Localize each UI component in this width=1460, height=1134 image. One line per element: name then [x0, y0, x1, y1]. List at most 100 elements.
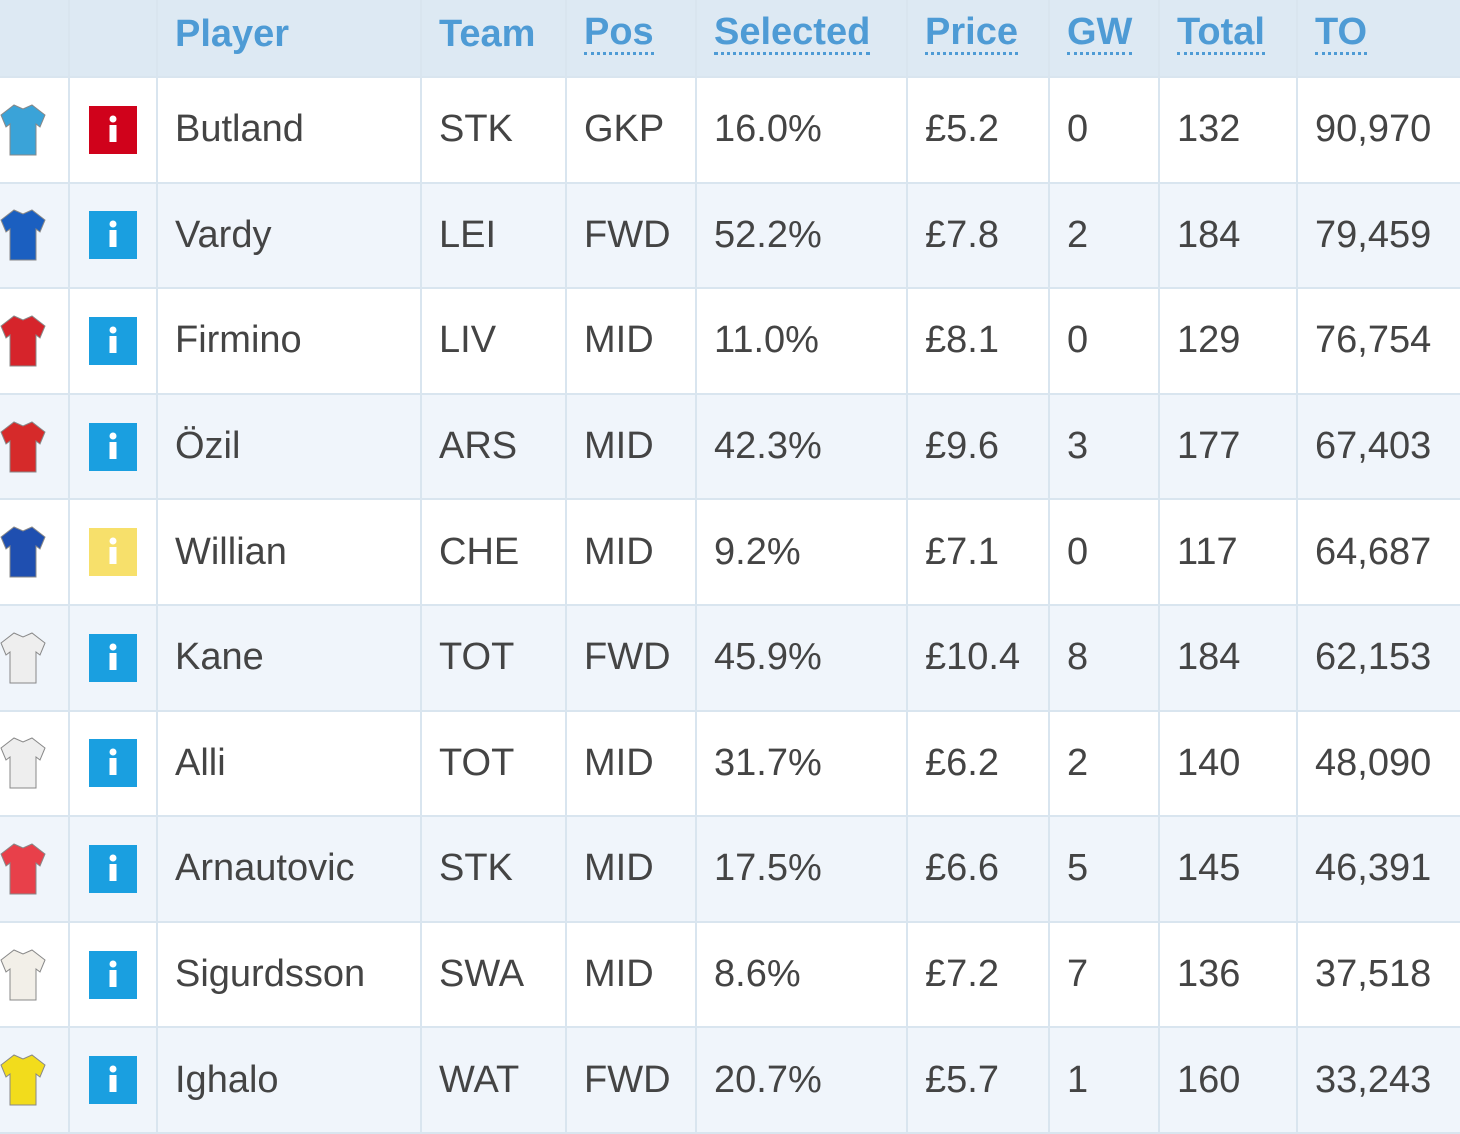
table-cell: ARS: [422, 394, 567, 501]
column-header[interactable]: Total: [1177, 12, 1265, 56]
shirt-shape: [0, 526, 46, 578]
table-cell: 129: [1160, 289, 1298, 395]
table-cell: 140: [1160, 711, 1298, 818]
header-cell[interactable]: TO: [1298, 0, 1460, 78]
info-icon[interactable]: [89, 633, 137, 682]
table-cell: £7.8: [908, 183, 1050, 290]
info-cell: [70, 711, 158, 818]
info-stem: [109, 441, 117, 459]
column-header[interactable]: Selected: [714, 12, 871, 56]
table-cell: 2: [1050, 183, 1160, 290]
shirt-cell: [0, 1028, 70, 1134]
info-cell: [70, 1028, 158, 1134]
table-cell[interactable]: Firmino: [158, 289, 422, 395]
info-stem: [109, 863, 117, 881]
team-shirt: [0, 421, 46, 473]
info-dot: [109, 220, 117, 228]
table-cell: FWD: [567, 1028, 697, 1134]
table-cell: MID: [567, 817, 697, 923]
table-cell[interactable]: Ighalo: [158, 1028, 422, 1134]
info-stem: [109, 969, 117, 987]
table-cell[interactable]: Özil: [158, 394, 422, 501]
shirt-shape: [0, 209, 46, 261]
table-cell: 20.7%: [697, 1028, 908, 1134]
table-cell: CHE: [422, 500, 567, 606]
shirt-shape: [0, 632, 46, 684]
table-cell: TOT: [422, 711, 567, 818]
table-cell: 37,518: [1298, 922, 1460, 1029]
shirt-shape: [0, 315, 46, 367]
info-icon[interactable]: [89, 316, 137, 365]
info-dot: [109, 854, 117, 862]
table-cell: 0: [1050, 500, 1160, 606]
table-cell: 8.6%: [697, 922, 908, 1029]
table-cell: £6.6: [908, 817, 1050, 923]
info-cell: [70, 500, 158, 606]
table-cell[interactable]: Vardy: [158, 183, 422, 290]
header-cell[interactable]: GW: [1050, 0, 1160, 78]
info-dot: [109, 1065, 117, 1073]
column-header[interactable]: GW: [1067, 12, 1133, 56]
table-cell[interactable]: Sigurdsson: [158, 922, 422, 1029]
header-cell[interactable]: Pos: [567, 0, 697, 78]
table-cell: 16.0%: [697, 78, 908, 184]
table-cell: £7.1: [908, 500, 1050, 606]
table-cell: 11.0%: [697, 289, 908, 395]
header-cell: [0, 0, 70, 78]
table-cell[interactable]: Arnautovic: [158, 817, 422, 923]
table-cell: 177: [1160, 394, 1298, 501]
info-icon[interactable]: [89, 528, 137, 577]
info-icon[interactable]: [89, 1056, 137, 1105]
info-icon[interactable]: [89, 844, 137, 893]
table-cell[interactable]: Willian: [158, 500, 422, 606]
shirt-cell: [0, 711, 70, 818]
header-cell[interactable]: Total: [1160, 0, 1298, 78]
table-cell: 17.5%: [697, 817, 908, 923]
team-shirt: [0, 315, 46, 367]
shirt-shape: [0, 421, 46, 473]
table-cell: LIV: [422, 289, 567, 395]
table-cell[interactable]: Alli: [158, 711, 422, 818]
info-icon[interactable]: [89, 211, 137, 260]
info-icon[interactable]: [89, 739, 137, 788]
info-icon[interactable]: [89, 422, 137, 471]
info-cell: [70, 605, 158, 712]
team-shirt: [0, 209, 46, 261]
table-cell[interactable]: Kane: [158, 605, 422, 712]
table-cell: 64,687: [1298, 500, 1460, 606]
info-dot: [109, 115, 117, 123]
info-cell: [70, 394, 158, 501]
table-cell: FWD: [567, 183, 697, 290]
header-cell[interactable]: Price: [908, 0, 1050, 78]
info-stem: [109, 652, 117, 670]
column-header[interactable]: TO: [1315, 12, 1368, 56]
shirt-shape: [0, 737, 46, 789]
header-cell[interactable]: Team: [422, 0, 567, 78]
info-stem: [109, 1075, 117, 1093]
column-header[interactable]: Pos: [584, 12, 654, 56]
header-cell[interactable]: Selected: [697, 0, 908, 78]
table-cell: 8: [1050, 605, 1160, 712]
table-cell: 2: [1050, 711, 1160, 818]
table-cell: £9.6: [908, 394, 1050, 501]
table-cell: 42.3%: [697, 394, 908, 501]
info-cell: [70, 817, 158, 923]
info-icon[interactable]: [89, 105, 137, 154]
shirt-cell: [0, 817, 70, 923]
info-stem: [109, 547, 117, 565]
table-cell: 136: [1160, 922, 1298, 1029]
info-stem: [109, 124, 117, 142]
table-cell: STK: [422, 817, 567, 923]
column-header[interactable]: Price: [925, 12, 1018, 56]
header-cell[interactable]: Player: [158, 0, 422, 78]
column-header[interactable]: Team: [439, 12, 536, 55]
table-cell: MID: [567, 922, 697, 1029]
shirt-shape: [0, 843, 46, 895]
team-shirt: [0, 737, 46, 789]
team-shirt: [0, 843, 46, 895]
info-dot: [109, 748, 117, 756]
column-header[interactable]: Player: [175, 12, 290, 55]
table-cell[interactable]: Butland: [158, 78, 422, 184]
info-icon[interactable]: [89, 950, 137, 999]
